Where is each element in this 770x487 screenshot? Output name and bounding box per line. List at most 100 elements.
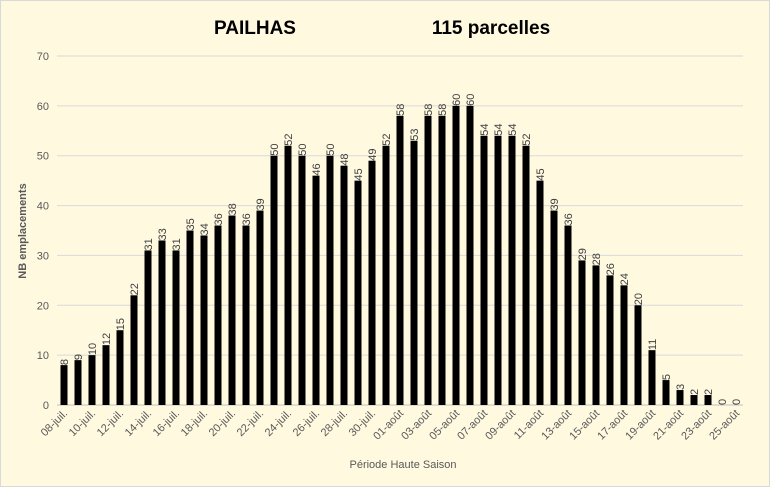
bar: [382, 145, 390, 405]
data-label: 50: [325, 143, 337, 155]
x-axis-title: Période Haute Saison: [349, 459, 456, 471]
data-label: 52: [381, 133, 393, 145]
bar: [606, 275, 614, 405]
bars: [60, 105, 712, 405]
data-label: 31: [143, 238, 155, 250]
data-label: 50: [269, 143, 281, 155]
x-tick-label: 20-juil.: [207, 408, 238, 439]
data-label: 45: [353, 168, 365, 180]
data-label: 34: [199, 223, 211, 235]
bar: [116, 330, 124, 405]
x-tick-label: 05-août: [427, 408, 462, 443]
x-tick-label: 22-juil.: [235, 408, 266, 439]
bar: [662, 380, 670, 405]
data-label: 5: [661, 374, 673, 380]
data-label: 22: [129, 283, 141, 295]
data-label: 38: [227, 203, 239, 215]
bar: [186, 230, 194, 405]
bar: [158, 240, 166, 405]
data-label: 48: [339, 153, 351, 165]
x-tick-label: 23-août: [679, 408, 714, 443]
data-label: 10: [87, 343, 99, 355]
x-tick-label: 24-juil.: [263, 408, 294, 439]
data-label: 33: [157, 228, 169, 240]
chart-title: PAILHAS: [214, 18, 296, 39]
x-tick-label: 15-août: [567, 408, 602, 443]
bar: [564, 225, 572, 405]
bar: [410, 140, 418, 405]
bar: [424, 115, 432, 405]
bar: [452, 105, 460, 405]
bar: [214, 225, 222, 405]
bar: [466, 105, 474, 405]
bar: [256, 210, 264, 405]
x-tick-label: 13-août: [539, 408, 574, 443]
x-tick-label: 01-août: [371, 408, 406, 443]
data-label: 31: [171, 238, 183, 250]
bar: [704, 395, 712, 405]
data-label: 39: [255, 198, 267, 210]
bar: [494, 135, 502, 405]
data-label: 53: [409, 129, 421, 141]
x-tick-label: 08-juil.: [39, 408, 70, 439]
bar: [130, 295, 138, 405]
y-tick-label: 20: [37, 300, 49, 312]
bar: [578, 260, 586, 405]
data-label: 29: [577, 248, 589, 260]
x-tick-label: 03-août: [399, 408, 434, 443]
x-tick-label: 28-juil.: [319, 408, 350, 439]
data-label: 28: [591, 253, 603, 265]
bar: [592, 265, 600, 405]
y-tick-label: 30: [37, 250, 49, 262]
data-label: 3: [675, 384, 687, 390]
y-tick-label: 40: [37, 201, 49, 213]
y-tick-label: 10: [37, 350, 49, 362]
data-label: 60: [465, 94, 477, 106]
data-label: 58: [395, 104, 407, 116]
x-tick-label: 10-juil.: [67, 408, 98, 439]
bar: [340, 165, 348, 405]
x-tick-label: 19-août: [623, 408, 658, 443]
data-label: 36: [563, 213, 575, 225]
bar: [60, 365, 68, 405]
data-label: 36: [241, 213, 253, 225]
x-tick-label: 09-août: [483, 408, 518, 443]
data-label: 11: [647, 339, 659, 350]
data-label: 0: [717, 399, 729, 405]
x-tick-label: 07-août: [455, 408, 490, 443]
data-label: 26: [605, 263, 617, 275]
y-tick-label: 50: [37, 151, 49, 163]
data-label: 49: [367, 148, 379, 160]
bar: [508, 135, 516, 405]
x-tick-label: 26-juil.: [291, 408, 322, 439]
data-label: 20: [633, 293, 645, 305]
data-label: 54: [507, 124, 519, 136]
bar: [172, 250, 180, 405]
bar: [676, 390, 684, 405]
data-label: 52: [521, 133, 533, 145]
data-label: 36: [213, 213, 225, 225]
chart-subtitle: 115 parcelles: [432, 18, 550, 39]
data-label: 8: [59, 359, 71, 365]
x-axis-ticks: 08-juil.10-juil.12-juil.14-juil.16-juil.…: [39, 408, 742, 443]
data-label: 35: [185, 218, 197, 230]
x-tick-label: 14-juil.: [123, 408, 154, 439]
data-label: 24: [619, 273, 631, 285]
bar: [396, 115, 404, 405]
data-label: 54: [479, 124, 491, 136]
bar: [634, 305, 642, 405]
y-tick-label: 70: [37, 51, 49, 63]
data-label: 45: [535, 168, 547, 180]
bar: [284, 145, 292, 405]
x-tick-label: 16-juil.: [151, 408, 182, 439]
data-label: 58: [437, 104, 449, 116]
bar: [74, 360, 82, 405]
x-tick-label: 25-août: [707, 408, 742, 443]
bar: [312, 175, 320, 405]
bar: [144, 250, 152, 405]
data-label: 0: [731, 399, 743, 405]
bar: [270, 155, 278, 405]
bar: [242, 225, 250, 405]
bar: [200, 235, 208, 405]
